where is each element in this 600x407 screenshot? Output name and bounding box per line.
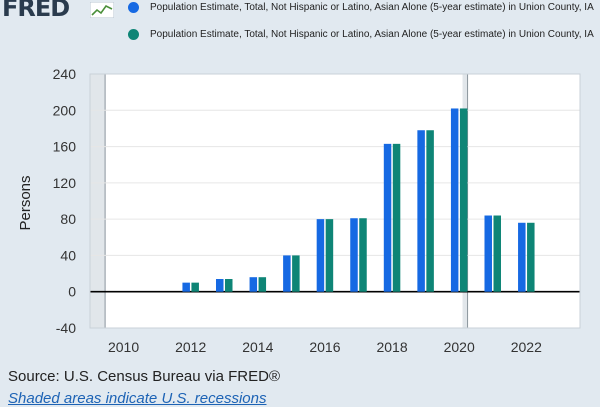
y-tick-label: 80 <box>60 211 76 227</box>
y-axis-label: Persons <box>17 175 34 230</box>
y-tick-label: 120 <box>53 175 77 191</box>
bar <box>316 219 325 292</box>
x-tick-label: 2012 <box>175 339 206 355</box>
y-tick-label: 200 <box>53 102 77 118</box>
bar <box>249 277 258 292</box>
bar <box>383 143 392 292</box>
bar <box>450 108 459 292</box>
bar <box>258 277 267 292</box>
bar <box>484 215 492 292</box>
recession-shade <box>90 74 106 328</box>
bar <box>459 108 468 292</box>
bar-chart: -40 0 40 80 120 160 200 240 2010 2012 2014 2016 2018… <box>17 66 581 355</box>
fred-logo[interactable]: FRED <box>2 0 70 22</box>
source-note: Source: U.S. Census Bureau via FRED® <box>8 368 280 385</box>
y-tick-label: 160 <box>53 139 77 155</box>
y-tick-label: -40 <box>56 320 76 336</box>
y-tick-label: 40 <box>60 247 76 263</box>
recession-note-link[interactable]: Shaded areas indicate U.S. recessions <box>8 390 267 407</box>
bar <box>224 279 233 292</box>
bar <box>182 282 190 292</box>
fred-chart-icon <box>90 2 114 18</box>
bar <box>325 219 334 292</box>
x-tick-label: 2022 <box>511 339 542 355</box>
x-tick-label: 2020 <box>444 339 475 355</box>
bar <box>191 282 199 292</box>
legend-item[interactable]: Population Estimate, Total, Not Hispanic… <box>128 2 594 13</box>
bar <box>417 130 425 292</box>
legend-swatch <box>128 2 139 13</box>
bar <box>426 130 434 292</box>
bar <box>292 255 300 292</box>
bar <box>283 255 291 292</box>
x-tick-label: 2016 <box>309 339 340 355</box>
plot-area <box>90 74 580 328</box>
bar <box>493 215 501 292</box>
x-tick-label: 2018 <box>376 339 407 355</box>
legend-swatch <box>128 29 139 40</box>
y-tick-label: 0 <box>68 284 76 300</box>
bar <box>518 222 526 292</box>
legend-item[interactable]: Population Estimate, Total, Not Hispanic… <box>128 29 594 40</box>
plot-border <box>89 73 581 329</box>
x-tick-label: 2014 <box>242 339 273 355</box>
legend-label: Population Estimate, Total, Not Hispanic… <box>150 29 594 40</box>
bar <box>359 218 367 292</box>
bar <box>350 218 358 292</box>
legend-label: Population Estimate, Total, Not Hispanic… <box>150 2 594 13</box>
bar <box>215 279 224 292</box>
bar <box>392 143 401 292</box>
x-tick-label: 2010 <box>108 339 139 355</box>
bar <box>527 222 535 292</box>
y-tick-label: 240 <box>53 66 77 82</box>
